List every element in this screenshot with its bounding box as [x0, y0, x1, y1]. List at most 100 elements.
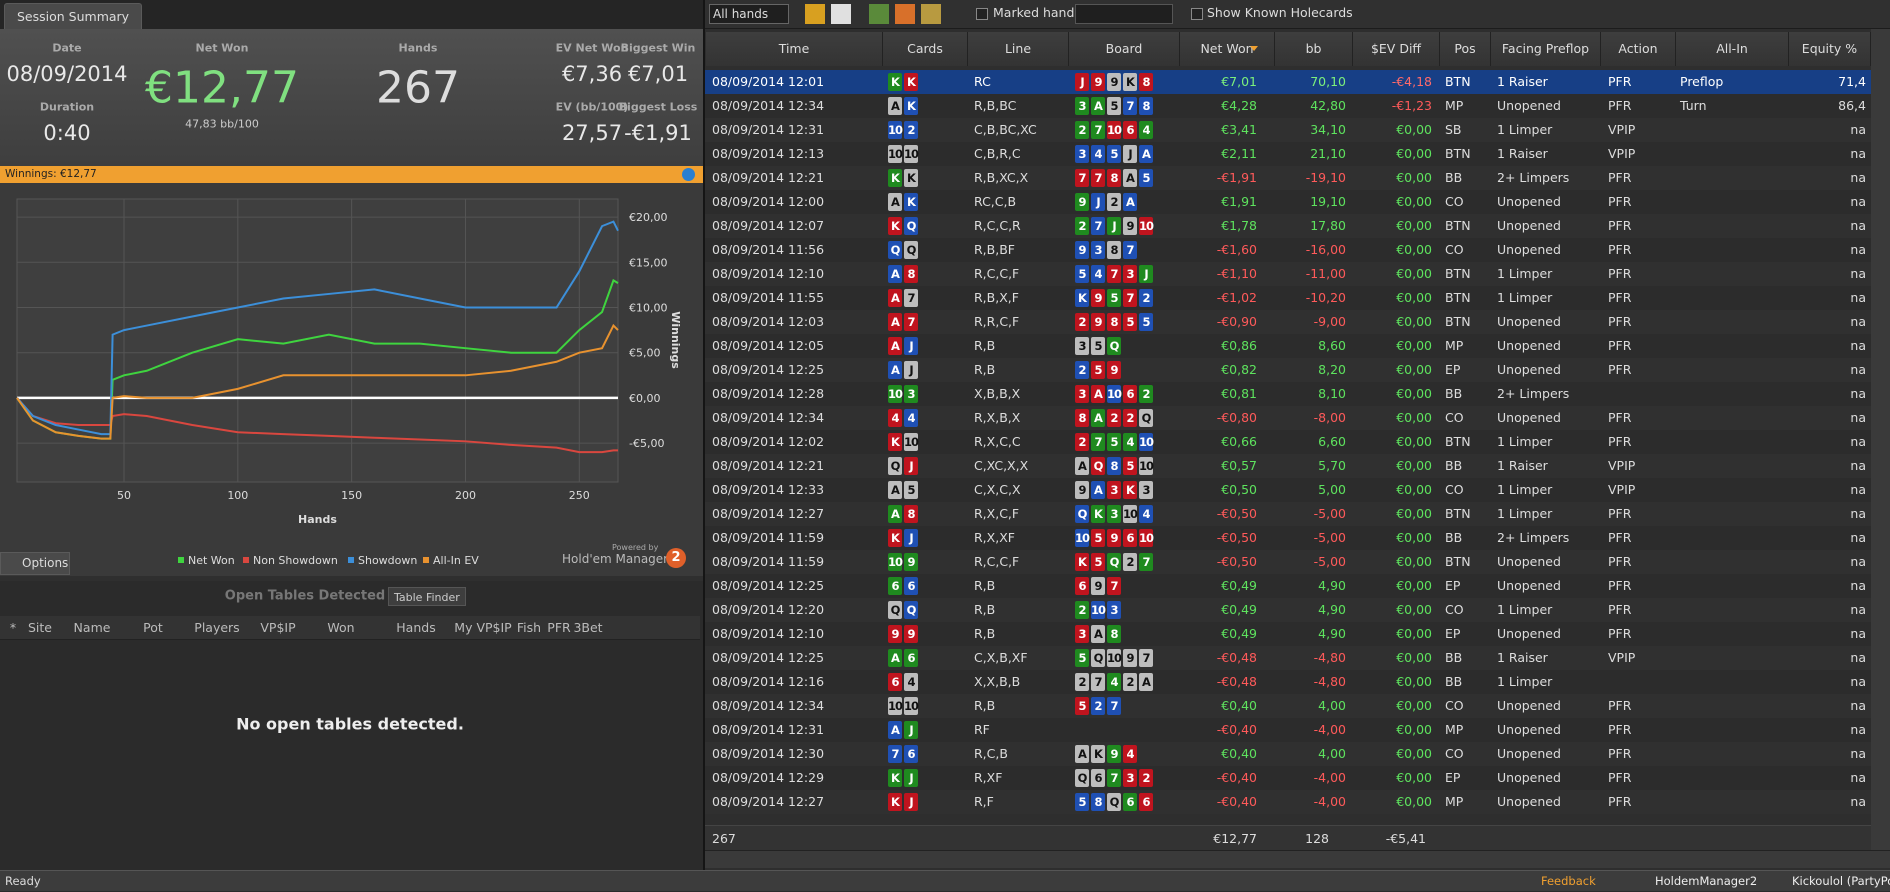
ev-diff: -€1,23 [1391, 98, 1432, 113]
checkbox[interactable] [976, 8, 988, 20]
card: 9 [1107, 529, 1121, 547]
column-header[interactable]: 3Bet [573, 620, 603, 635]
hand-row[interactable]: 08/09/2014 12:25 A J R,B 2 5 9 €0,82 8,20 €0,00 EP… [705, 358, 1871, 382]
column-header[interactable]: All-In [1676, 32, 1789, 66]
hand-row[interactable]: 08/09/2014 12:33 A 5 C,X,C,X 9 A 3 K 3 €0,50 5,00 €… [705, 478, 1871, 502]
hand-row[interactable]: 08/09/2014 12:34 4 4 R,X,B,X 8 A 2 2 Q -€0,80 -8,0… [705, 406, 1871, 430]
checkbox-label[interactable]: Show Known Holecards [1207, 5, 1353, 20]
hand-row[interactable]: 08/09/2014 12:13 10 10 C,B,R,C 3 4 5 J A €2,11 21,… [705, 142, 1871, 166]
column-header[interactable]: Line [968, 32, 1069, 66]
hand-row[interactable]: 08/09/2014 12:34 10 10 R,B 5 2 7 €0,40 4,00 €0,00… [705, 694, 1871, 718]
hand-row[interactable]: 08/09/2014 12:05 A J R,B 3 5 Q €0,86 8,60 €0,00 MP… [705, 334, 1871, 358]
hand-row[interactable]: 08/09/2014 11:59 10 9 R,C,C,F K 5 Q 2 7 -€0,50 -5,… [705, 550, 1871, 574]
column-header[interactable]: Pot [143, 620, 163, 635]
net-won: €0,82 [1221, 362, 1257, 377]
hand-row[interactable]: 08/09/2014 12:03 A 7 R,R,C,F 2 9 8 5 5 -€0,90 -9,0… [705, 310, 1871, 334]
hand-row[interactable]: 08/09/2014 12:10 A 8 R,C,C,F 5 4 7 3 J -€1,10 -11,… [705, 262, 1871, 286]
column-header[interactable]: $EV Diff [1353, 32, 1440, 66]
hand-row[interactable]: 08/09/2014 12:10 9 9 R,B 3 A 8 €0,49 4,90 €0,00 EP… [705, 622, 1871, 646]
hand-row[interactable]: 08/09/2014 12:21 Q J C,XC,X,X A Q 8 5 10 €0,57 5,7… [705, 454, 1871, 478]
hand-row[interactable]: 08/09/2014 11:56 Q Q R,B,BF 9 3 8 7 -€1,60 -16,00… [705, 238, 1871, 262]
horizontal-scrollbar[interactable] [705, 850, 1890, 868]
card: 2 [1139, 385, 1153, 403]
tab[interactable]: Session Summary [4, 3, 143, 29]
hand-row[interactable]: 08/09/2014 11:59 K J R,X,XF 10 5 9 6 10 -€0,50 -5,… [705, 526, 1871, 550]
help-icon[interactable] [682, 168, 695, 181]
hand-row[interactable]: 08/09/2014 12:27 A 8 R,X,C,F Q K 3 10 4 -€0,50 -5,… [705, 502, 1871, 526]
tool-icon[interactable] [869, 4, 889, 24]
hand-row[interactable]: 08/09/2014 12:00 A K RC,C,B 9 J 2 A €1,91 19,10 €0… [705, 190, 1871, 214]
column-header[interactable]: Board [1069, 32, 1180, 66]
column-header[interactable]: * [9, 620, 17, 635]
card: A [888, 481, 902, 499]
hand-row[interactable]: 08/09/2014 12:27 K J R,F 5 8 Q 6 6 -€0,40 -4,00 €0,… [705, 790, 1871, 814]
hand-row[interactable]: 08/09/2014 12:31 A J RF -€0,40 -4,00 €0,00 MP Un… [705, 718, 1871, 742]
facing-preflop: Unopened [1497, 794, 1561, 809]
hand-row[interactable]: 08/09/2014 12:02 K 10 R,X,C,C 2 7 5 4 10 €0,66 6,6… [705, 430, 1871, 454]
column-header[interactable]: Fish [516, 620, 542, 635]
feedback-link[interactable]: Feedback [1541, 874, 1596, 888]
hand-row[interactable]: 08/09/2014 12:16 6 4 X,X,B,B 2 7 4 2 A -€0,48 -4,8… [705, 670, 1871, 694]
card: K [904, 193, 918, 211]
card: J [1107, 217, 1121, 235]
equity: na [1850, 794, 1866, 809]
vertical-scrollbar[interactable] [1871, 29, 1890, 850]
column-header[interactable]: My VP$IP [454, 620, 512, 635]
position: EP [1445, 578, 1461, 593]
net-won: -€1,91 [1216, 170, 1257, 185]
hand-row[interactable]: 08/09/2014 12:21 K K R,B,XC,X 7 7 8 A 5 -€1,91 -19… [705, 166, 1871, 190]
filter-dropdown[interactable]: All hands [709, 4, 789, 24]
column-header[interactable]: Name [73, 620, 111, 635]
user-name[interactable]: Kickoulol (PartyPok [1792, 874, 1890, 888]
facing-preflop: 1 Raiser [1497, 458, 1548, 473]
column-header[interactable]: Pos [1440, 32, 1491, 66]
line: C,XC,X,X [974, 458, 1029, 473]
hand-row[interactable]: 08/09/2014 11:55 A 7 R,B,X,F K 9 5 7 2 -€1,02 -10,… [705, 286, 1871, 310]
column-header[interactable]: Net Won [1180, 32, 1275, 66]
column-header[interactable]: PFR [547, 620, 571, 635]
column-header[interactable]: Equity % [1789, 32, 1871, 66]
tool-icon[interactable] [831, 4, 851, 24]
ev-diff: €0,00 [1396, 578, 1432, 593]
options-button[interactable] [0, 552, 70, 575]
hand-row[interactable]: 08/09/2014 12:25 6 6 R,B 6 9 7 €0,49 4,90 €0,00 EP… [705, 574, 1871, 598]
column-header[interactable]: Action [1601, 32, 1676, 66]
column-header[interactable]: Facing Preflop [1491, 32, 1601, 66]
hand-row[interactable]: 08/09/2014 12:28 10 3 X,B,B,X 3 A 10 6 2 €0,81 8,1… [705, 382, 1871, 406]
column-header[interactable]: bb [1275, 32, 1353, 66]
marked-select[interactable] [1075, 4, 1173, 24]
hand-row[interactable]: 08/09/2014 12:34 A K R,B,BC 3 A 5 7 8 €4,28 42,80-… [705, 94, 1871, 118]
card: 5 [1075, 265, 1089, 283]
card: 3 [1107, 505, 1121, 523]
tool-icon[interactable] [805, 4, 825, 24]
hand-row[interactable]: 08/09/2014 12:07 K Q R,C,C,R 2 7 J 9 10 €1,78 17,8… [705, 214, 1871, 238]
tool-icon[interactable] [921, 4, 941, 24]
column-header[interactable]: VP$IP [260, 620, 296, 635]
column-header[interactable]: Site [28, 620, 52, 635]
column-header[interactable]: Hands [396, 620, 436, 635]
hand-row[interactable]: 08/09/2014 12:30 7 6 R,C,B A K 9 4 €0,40 4,00 €0,0… [705, 742, 1871, 766]
hand-row[interactable]: 08/09/2014 12:29 K J R,XF Q 6 7 3 2 -€0,40 -4,00 €0… [705, 766, 1871, 790]
hand-row[interactable]: 08/09/2014 12:25 A 6 C,X,B,XF 5 Q 10 9 7 -€0,48 -4… [705, 646, 1871, 670]
column-header[interactable]: Time [706, 32, 883, 66]
column-header[interactable]: Won [327, 620, 355, 635]
position: BB [1445, 458, 1463, 473]
hand-row[interactable]: 08/09/2014 12:01 K K RC J 9 9 K 8 €7,01 70,10 -€4,1… [705, 70, 1871, 95]
card: J [904, 793, 918, 811]
column-header[interactable]: Players [194, 620, 240, 635]
card: A [1123, 193, 1137, 211]
card: 7 [888, 745, 902, 763]
tool-icon[interactable] [895, 4, 915, 24]
table-finder-button[interactable]: Table Finder [388, 587, 466, 606]
action: PFR [1608, 410, 1632, 425]
hand-row[interactable]: 08/09/2014 12:31 10 2 C,B,BC,XC 2 7 10 6 4 €3,41 3… [705, 118, 1871, 142]
checkbox-label[interactable]: Marked hands [993, 5, 1081, 20]
card: 4 [1139, 505, 1153, 523]
options-label[interactable]: Options [22, 556, 69, 570]
column-header[interactable]: Cards [883, 32, 968, 66]
app-name[interactable]: HoldemManager2 [1655, 874, 1758, 888]
hand-row[interactable]: 08/09/2014 12:20 Q Q R,B 2 10 3 €0,49 4,90 €0,00 C… [705, 598, 1871, 622]
checkbox[interactable] [1191, 8, 1203, 20]
card: K [904, 97, 918, 115]
